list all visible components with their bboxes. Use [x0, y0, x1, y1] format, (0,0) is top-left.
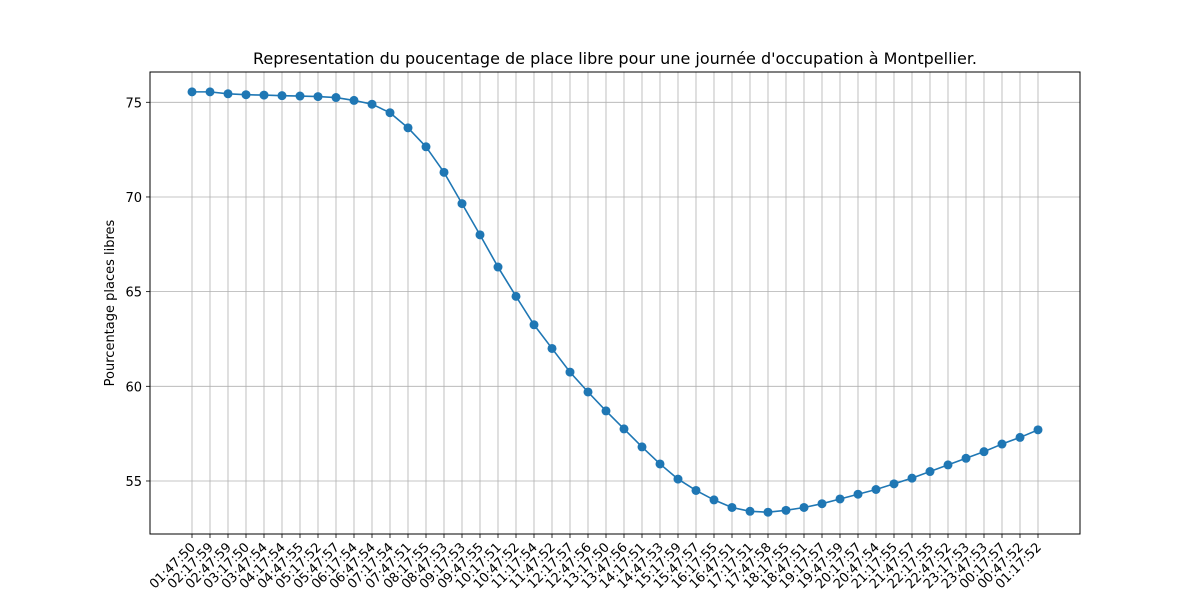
data-point: [1015, 432, 1025, 442]
data-point: [727, 502, 737, 512]
data-point: [745, 506, 755, 516]
data-point: [781, 505, 791, 515]
data-point: [547, 343, 557, 353]
data-point: [961, 453, 971, 463]
y-tick-label: 70: [125, 191, 142, 206]
data-point: [637, 442, 647, 452]
y-axis-label: Pourcentage places libres: [103, 219, 118, 386]
data-point: [349, 95, 359, 105]
data-point: [187, 87, 197, 97]
data-point: [295, 91, 305, 101]
chart-title: Representation du poucentage de place li…: [253, 49, 977, 68]
data-point: [457, 199, 467, 209]
data-point: [691, 485, 701, 495]
data-point: [817, 499, 827, 509]
y-axis: 55 60 65 70 75: [125, 96, 150, 490]
data-point: [385, 108, 395, 118]
data-point: [925, 467, 935, 477]
data-point: [799, 502, 809, 512]
data-point: [223, 89, 233, 99]
data-point: [979, 447, 989, 457]
data-point: [565, 367, 575, 377]
data-point: [493, 262, 503, 272]
data-point: [511, 291, 521, 301]
y-tick-label: 75: [125, 96, 142, 111]
data-point: [313, 92, 323, 102]
data-point: [475, 230, 485, 240]
data-point: [835, 494, 845, 504]
data-point: [655, 459, 665, 469]
data-point: [619, 424, 629, 434]
y-tick-label: 65: [125, 286, 142, 301]
data-point: [673, 474, 683, 484]
data-points: [187, 87, 1043, 517]
data-point: [259, 90, 269, 100]
data-point: [907, 473, 917, 483]
data-point: [421, 142, 431, 152]
data-point: [529, 320, 539, 330]
data-point: [277, 91, 287, 101]
data-point: [601, 406, 611, 416]
data-point: [997, 439, 1007, 449]
data-point: [763, 507, 773, 517]
y-tick-label: 60: [125, 380, 142, 395]
y-tick-label: 55: [125, 475, 142, 490]
data-point: [439, 167, 449, 177]
data-point: [403, 123, 413, 133]
data-point: [871, 485, 881, 494]
x-axis: 01:47:5002:17:5902:47:5903:17:5003:47:54…: [147, 534, 1045, 592]
data-point: [709, 495, 719, 505]
data-point: [367, 99, 377, 109]
data-point: [943, 460, 953, 470]
data-point: [889, 479, 899, 489]
data-point: [583, 387, 593, 397]
data-point: [331, 93, 341, 103]
data-point: [241, 90, 251, 100]
data-point: [1033, 425, 1043, 435]
plot-area-frame: [149, 71, 1081, 535]
data-point: [853, 489, 863, 499]
data-point: [205, 87, 215, 97]
